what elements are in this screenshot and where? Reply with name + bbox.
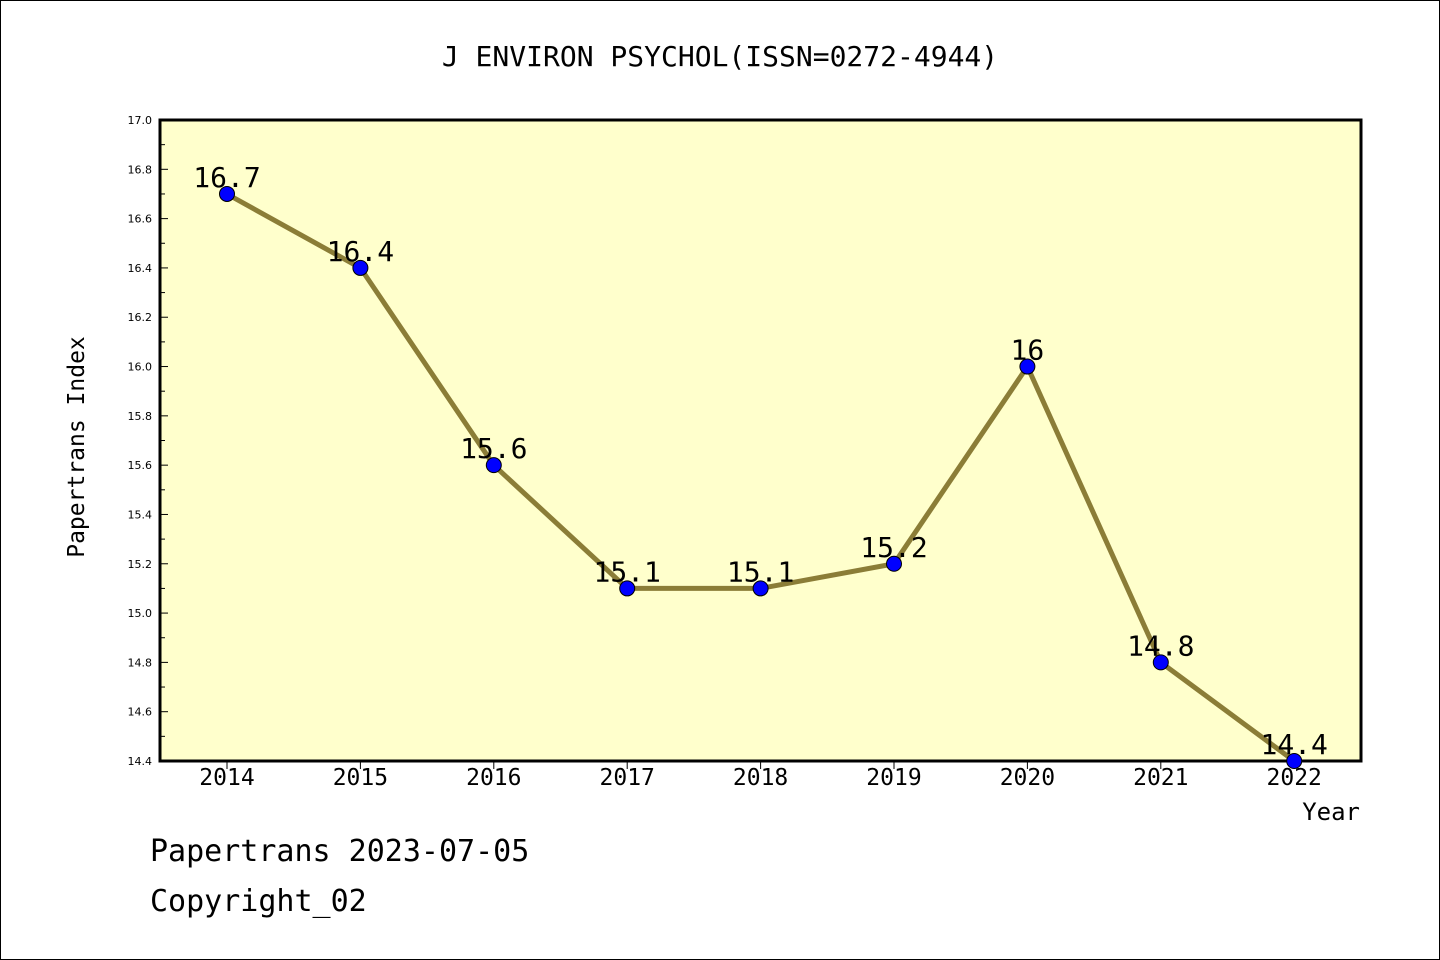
y-tick-label: 15.8: [128, 410, 153, 423]
footer-stamp: Papertrans 2023-07-05: [150, 834, 530, 869]
x-tick-label: 2019: [866, 765, 921, 791]
y-tick-label: 15.4: [128, 508, 153, 521]
x-axis: 2014 2015 2016 2017 2018 2019 2020 2021 2022: [199, 761, 1322, 791]
x-tick-label: 2022: [1267, 765, 1322, 791]
data-label: 15.6: [460, 432, 527, 465]
footer-copyright: Copyright_02: [150, 884, 367, 919]
x-tick-label: 2014: [199, 765, 254, 791]
x-tick-label: 2017: [600, 765, 655, 791]
x-tick-label: 2020: [1000, 765, 1055, 791]
y-axis: 14.4 14.6 14.8 15.0 15.2 15.4 15.6 15.8 16.0 16.2…: [128, 114, 168, 768]
plot-area: [158, 118, 1363, 763]
data-label: 14.4: [1260, 728, 1327, 761]
data-label: 16: [1011, 334, 1045, 367]
x-tick-label: 2018: [733, 765, 788, 791]
data-label: 15.1: [727, 555, 794, 588]
chart-title: J ENVIRON PSYCHOL(ISSN=0272-4944): [442, 40, 998, 73]
y-tick-label: 15.6: [128, 459, 153, 472]
data-label: 16.4: [327, 235, 394, 268]
data-point: [752, 580, 769, 597]
data-point: [1019, 358, 1036, 375]
data-label: 15.1: [593, 555, 660, 588]
data-point: [1286, 753, 1303, 769]
y-tick-label: 15.2: [128, 558, 153, 571]
y-tick-label: 15.0: [128, 607, 153, 620]
y-tick-label: 17.0: [128, 114, 153, 127]
data-point: [485, 457, 502, 474]
y-tick-label: 16.8: [128, 163, 153, 176]
y-tick-label: 14.6: [128, 706, 153, 719]
x-tick-label: 2021: [1133, 765, 1188, 791]
data-label: 15.2: [860, 531, 927, 564]
y-tick-label: 16.0: [128, 361, 153, 374]
y-tick-label: 16.6: [128, 213, 153, 226]
series-line-group: 16.7 16.4 15.6 15.1 15.1 15.2 16 14.8 14.4: [193, 161, 1328, 769]
x-tick-label: 2016: [466, 765, 521, 791]
data-point: [886, 555, 902, 572]
x-tick-label: 2015: [333, 765, 388, 791]
data-label: 16.7: [193, 161, 260, 194]
data-point: [1152, 654, 1169, 671]
y-tick-label: 16.2: [128, 311, 153, 324]
data-label: 14.8: [1127, 629, 1194, 662]
y-tick-label: 14.4: [128, 755, 153, 768]
y-tick-label: 16.4: [128, 262, 153, 275]
y-axis-label: Papertrans Index: [64, 336, 90, 558]
data-point: [219, 185, 235, 202]
data-point: [352, 259, 369, 276]
y-tick-label: 14.8: [128, 656, 153, 669]
x-axis-label: Year: [1302, 798, 1360, 826]
data-point: [619, 580, 636, 597]
